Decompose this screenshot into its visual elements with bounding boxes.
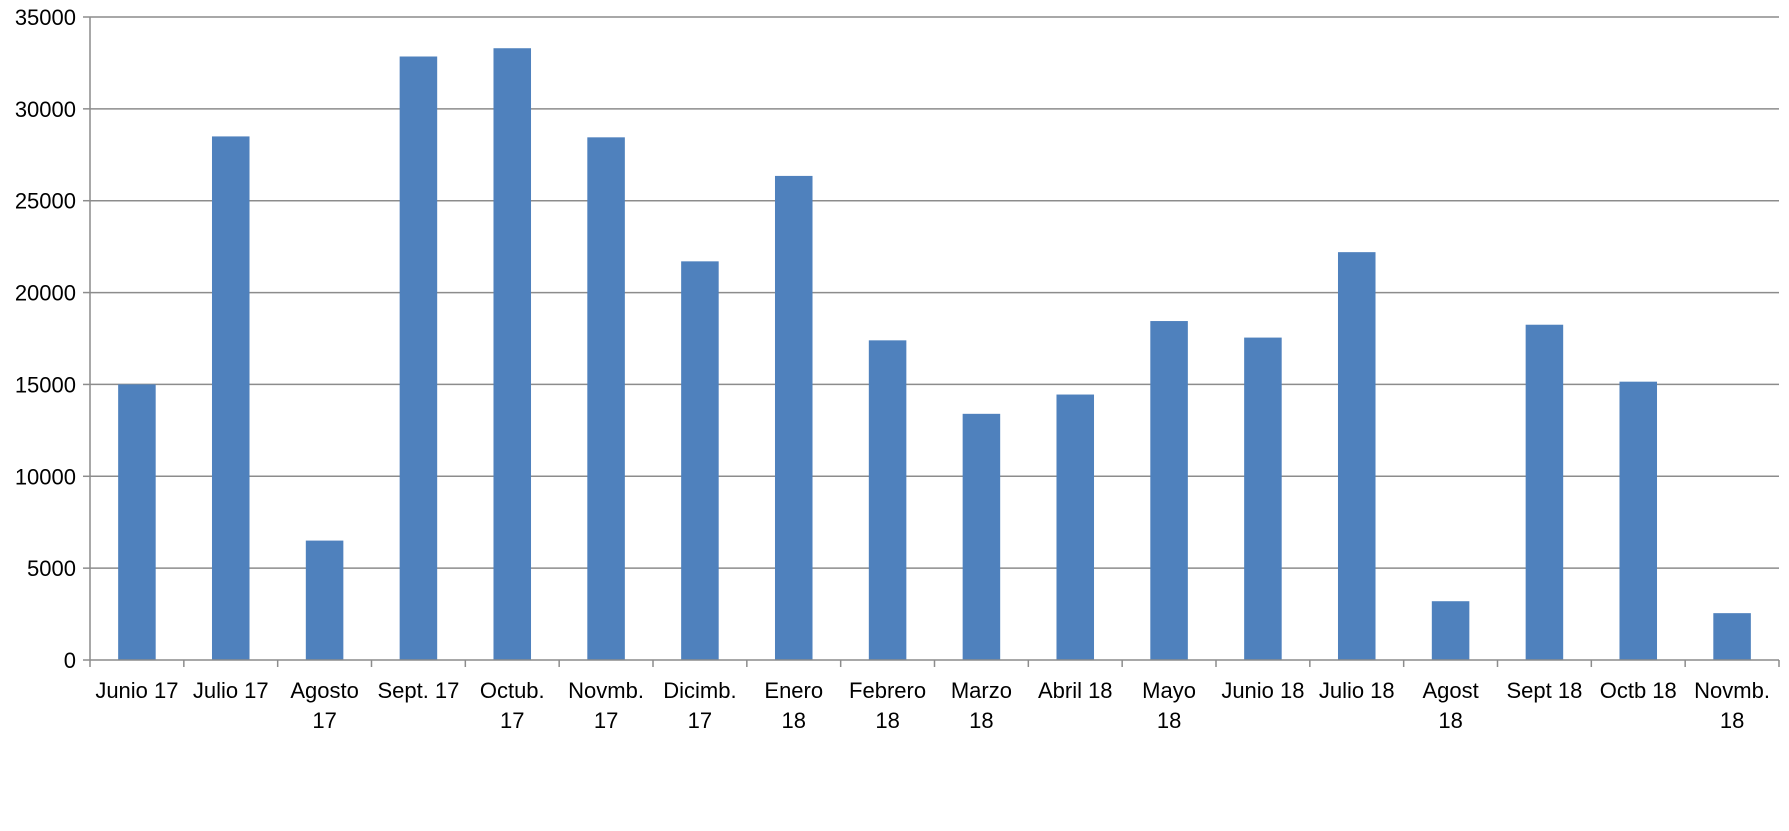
bar — [118, 384, 156, 660]
bar — [399, 56, 438, 660]
bar — [587, 137, 625, 660]
x-category-label: Agosto 17 — [290, 678, 359, 733]
bars — [118, 48, 1751, 661]
y-tick-label: 10000 — [15, 464, 76, 489]
x-category-label: Novmb. 18 — [1694, 678, 1770, 733]
y-tick-label: 25000 — [15, 189, 76, 214]
bar — [1431, 601, 1470, 660]
x-category-label: Enero 18 — [764, 678, 823, 733]
bar — [1056, 394, 1095, 660]
bar — [1713, 613, 1751, 660]
bar — [962, 413, 1001, 660]
bar — [1337, 252, 1376, 660]
x-category-label: Mayo 18 — [1142, 678, 1196, 733]
y-axis-tick-labels: 0 5000 10000 15000 20000 25000 30000 35000 — [15, 5, 76, 673]
x-axis-category-labels: Junio 17 Julio 17 Agosto 17 Sept. 17 Octub. 17… — [95, 678, 1770, 733]
x-category-label: Dicimb. 17 — [663, 678, 736, 733]
x-category-label: Febrero 18 — [849, 678, 926, 733]
x-category-label: Octb 18 — [1600, 678, 1677, 703]
bar — [305, 540, 344, 660]
y-tick-label: 30000 — [15, 97, 76, 122]
bar — [1244, 337, 1282, 660]
x-category-label: Julio 18 — [1319, 678, 1395, 703]
x-category-label: Novmb. 17 — [568, 678, 644, 733]
x-category-label: Agost 18 — [1422, 678, 1478, 733]
y-tick-label: 5000 — [27, 556, 76, 581]
bar — [1619, 381, 1658, 660]
y-tick-label: 20000 — [15, 281, 76, 306]
bar — [493, 48, 532, 660]
bar — [1150, 321, 1188, 660]
bar — [1525, 324, 1564, 660]
bar — [681, 261, 719, 660]
x-category-label: Sept 18 — [1506, 678, 1582, 703]
x-category-label: Abril 18 — [1038, 678, 1113, 703]
y-tick-label: 15000 — [15, 372, 76, 397]
y-tick-label: 35000 — [15, 5, 76, 30]
x-category-label: Julio 17 — [193, 678, 269, 703]
grid-lines — [90, 16, 1779, 569]
bar — [211, 136, 250, 660]
x-category-label: Octub. 17 — [480, 678, 545, 733]
x-category-label: Marzo 18 — [951, 678, 1012, 733]
bar — [868, 340, 907, 660]
x-category-label: Junio 18 — [1221, 678, 1304, 703]
y-tick-label: 0 — [64, 648, 76, 673]
x-category-label: Sept. 17 — [377, 678, 459, 703]
axes — [83, 16, 1780, 667]
x-category-label: Junio 17 — [95, 678, 178, 703]
bar — [774, 175, 813, 661]
